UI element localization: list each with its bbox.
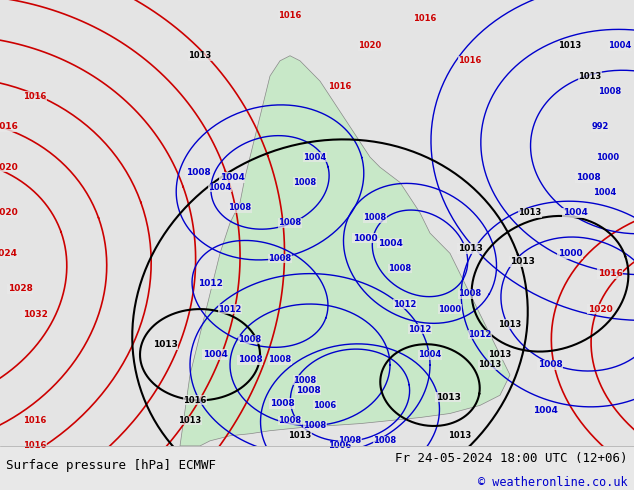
Text: 1008: 1008 bbox=[268, 254, 292, 263]
Text: 1008: 1008 bbox=[268, 355, 292, 364]
Text: Surface pressure [hPa] ECMWF: Surface pressure [hPa] ECMWF bbox=[6, 459, 216, 472]
Text: 1016: 1016 bbox=[23, 92, 47, 101]
Text: 1004: 1004 bbox=[562, 208, 588, 218]
Text: © weatheronline.co.uk: © weatheronline.co.uk bbox=[478, 476, 628, 489]
Text: 1008: 1008 bbox=[228, 203, 252, 212]
Text: 1013: 1013 bbox=[479, 360, 501, 369]
Text: 1008: 1008 bbox=[576, 173, 600, 182]
Text: 1008: 1008 bbox=[598, 87, 621, 96]
Text: 1008: 1008 bbox=[389, 264, 411, 273]
Text: 1016: 1016 bbox=[413, 14, 437, 23]
Text: 1020: 1020 bbox=[0, 163, 17, 172]
Text: 1000: 1000 bbox=[558, 249, 582, 258]
Text: 1028: 1028 bbox=[8, 284, 32, 294]
Text: 1004: 1004 bbox=[593, 188, 617, 197]
Text: 1013: 1013 bbox=[288, 431, 312, 441]
Text: 1000: 1000 bbox=[353, 234, 377, 243]
Text: 1008: 1008 bbox=[373, 436, 396, 445]
Text: 1012: 1012 bbox=[408, 325, 432, 334]
Text: 1008: 1008 bbox=[269, 399, 294, 408]
Text: 1013: 1013 bbox=[153, 340, 178, 349]
Text: 1006: 1006 bbox=[328, 441, 352, 450]
Text: Fr 24-05-2024 18:00 UTC (12+06): Fr 24-05-2024 18:00 UTC (12+06) bbox=[395, 452, 628, 465]
Text: 1008: 1008 bbox=[363, 213, 387, 222]
Text: 1008: 1008 bbox=[304, 421, 327, 430]
Text: 1008: 1008 bbox=[339, 436, 361, 445]
Text: 1004: 1004 bbox=[609, 41, 631, 50]
Text: 1008: 1008 bbox=[458, 290, 482, 298]
Text: 1013: 1013 bbox=[178, 416, 202, 425]
Text: 1008: 1008 bbox=[294, 178, 316, 187]
Text: 1004: 1004 bbox=[418, 350, 442, 359]
Text: 1013: 1013 bbox=[188, 51, 212, 60]
Text: 1013: 1013 bbox=[458, 244, 482, 253]
Text: 1013: 1013 bbox=[448, 431, 472, 441]
Text: 1004: 1004 bbox=[202, 350, 228, 359]
Text: 1016: 1016 bbox=[328, 82, 352, 91]
Text: 1016: 1016 bbox=[458, 56, 482, 65]
Text: 1013: 1013 bbox=[498, 320, 522, 329]
Text: 1016: 1016 bbox=[0, 122, 18, 131]
Text: 1016: 1016 bbox=[23, 441, 47, 450]
Text: 1008: 1008 bbox=[238, 335, 262, 344]
Text: 1004: 1004 bbox=[304, 152, 327, 162]
Text: 1004: 1004 bbox=[533, 406, 557, 415]
Text: 1004: 1004 bbox=[209, 183, 231, 192]
Text: 1012: 1012 bbox=[393, 299, 417, 309]
Text: 1008: 1008 bbox=[278, 416, 302, 425]
Polygon shape bbox=[180, 56, 510, 446]
Text: 1004: 1004 bbox=[219, 173, 245, 182]
Text: 1016: 1016 bbox=[598, 269, 623, 278]
Text: 1013: 1013 bbox=[488, 350, 512, 359]
Text: 1008: 1008 bbox=[538, 360, 562, 369]
Text: 1000: 1000 bbox=[597, 152, 619, 162]
Text: 1013: 1013 bbox=[559, 41, 581, 50]
Text: 1016: 1016 bbox=[23, 416, 47, 425]
Text: 1008: 1008 bbox=[238, 355, 262, 364]
Text: 1032: 1032 bbox=[23, 310, 48, 318]
Text: 1008: 1008 bbox=[295, 386, 320, 394]
Text: 1004: 1004 bbox=[378, 239, 403, 248]
Text: 1013: 1013 bbox=[436, 393, 460, 402]
Text: 1008: 1008 bbox=[186, 168, 210, 177]
Text: 1013: 1013 bbox=[519, 208, 541, 218]
Text: 1008: 1008 bbox=[294, 375, 316, 385]
Text: 1008: 1008 bbox=[278, 219, 302, 227]
Text: 1020: 1020 bbox=[588, 305, 612, 314]
Text: 1000: 1000 bbox=[439, 305, 462, 314]
Text: 1020: 1020 bbox=[358, 41, 382, 50]
Text: 1013: 1013 bbox=[578, 72, 602, 80]
Text: 992: 992 bbox=[592, 122, 609, 131]
Text: 1016: 1016 bbox=[183, 396, 207, 405]
Text: 1020: 1020 bbox=[0, 208, 17, 218]
Text: 1006: 1006 bbox=[313, 401, 337, 410]
Text: 1016: 1016 bbox=[278, 11, 302, 20]
Text: 1024: 1024 bbox=[0, 249, 18, 258]
Text: 1012: 1012 bbox=[198, 279, 223, 288]
Text: 1013: 1013 bbox=[510, 257, 534, 266]
Text: 1012: 1012 bbox=[469, 330, 492, 339]
Text: 1012: 1012 bbox=[218, 305, 242, 314]
